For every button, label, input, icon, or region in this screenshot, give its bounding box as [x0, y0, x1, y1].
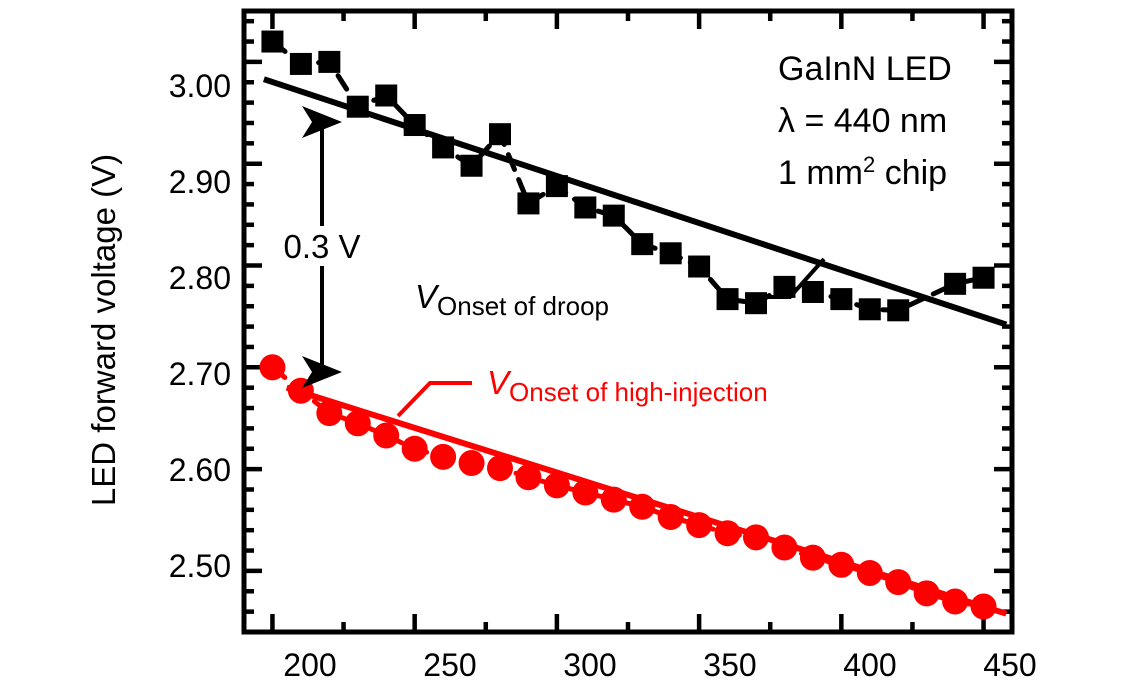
data-point [259, 354, 286, 381]
data-point [686, 512, 713, 539]
data-point [515, 464, 542, 491]
x-tick-label: 350 [703, 647, 756, 683]
droop-label: VOnset of droop [415, 278, 609, 321]
data-point [460, 154, 483, 177]
data-point [572, 479, 599, 506]
data-point [346, 95, 369, 118]
data-point [344, 410, 371, 437]
data-point [489, 123, 511, 146]
chip-area-exponent: 2 [863, 152, 875, 177]
voltage-difference-annotation: 0.3 V [283, 106, 361, 388]
data-point [858, 298, 881, 321]
data-point [714, 520, 741, 547]
data-point [885, 569, 912, 596]
x-tick-label: 200 [283, 647, 336, 683]
y-axis-title: LED forward voltage (V) [85, 154, 122, 506]
droop-label-group: VOnset of droop [415, 257, 826, 321]
data-point [261, 30, 284, 53]
x-tick-label: 450 [983, 647, 1036, 683]
chip-area-unit: chip [875, 154, 947, 192]
sample-info-line-1: GaInN LED [778, 50, 952, 88]
data-point [972, 266, 995, 289]
droop-leader-line [748, 257, 826, 299]
data-point [432, 136, 455, 159]
series-onset-of-high-injection [259, 354, 997, 620]
data-point [289, 52, 312, 75]
droop-subscript: Onset of droop [437, 291, 609, 321]
sample-info-block: GaInN LED λ = 440 nm 1 mm2 chip [778, 50, 952, 192]
data-point [659, 242, 682, 265]
data-point [944, 272, 967, 295]
high-injection-symbol: V [487, 364, 512, 401]
axis-ticks [244, 11, 1012, 635]
data-point [887, 299, 910, 322]
series-onset-of-droop [261, 30, 995, 322]
data-point [743, 524, 769, 551]
data-point [430, 443, 457, 470]
x-tick-label: 400 [843, 647, 896, 683]
data-point [942, 588, 969, 615]
data-point [716, 288, 739, 311]
data-point [773, 275, 796, 298]
data-point [543, 472, 570, 499]
y-tick-label: 2.50 [169, 548, 231, 584]
data-point [631, 233, 654, 256]
arrow-label: 0.3 V [283, 228, 360, 265]
data-point [375, 84, 398, 107]
data-point [316, 400, 343, 427]
droop-symbol: V [415, 278, 440, 315]
data-point [970, 593, 997, 620]
y-tick-label: 2.90 [169, 164, 231, 200]
y-tick-labels: 2.50 2.60 2.70 2.80 2.90 3.00 [169, 68, 231, 584]
y-tick-label: 2.80 [169, 260, 231, 296]
data-point [401, 435, 428, 462]
data-point [287, 377, 314, 404]
data-point [688, 255, 711, 278]
y-tick-label: 2.60 [169, 452, 231, 488]
data-point [403, 114, 426, 137]
data-point [574, 196, 597, 219]
high-injection-label-group: VOnset of high-injection [396, 364, 768, 418]
high-injection-subscript: Onset of high-injection [509, 377, 768, 407]
droop-fit-line [262, 76, 1008, 328]
x-tick-labels: 200 250 300 350 400 450 [283, 647, 1036, 683]
chip-area-value: 1 mm [778, 154, 863, 192]
data-point [318, 50, 341, 73]
data-point [913, 580, 940, 607]
sample-info-line-3: 1 mm2 chip [778, 152, 947, 193]
data-point [487, 455, 513, 482]
data-point [657, 503, 684, 530]
x-tick-label: 250 [423, 647, 476, 683]
sample-info-line-2: λ = 440 nm [778, 102, 947, 140]
data-point [771, 534, 798, 561]
x-tick-label: 300 [563, 647, 616, 683]
data-point [830, 288, 853, 311]
y-tick-label: 3.00 [169, 68, 231, 104]
data-point [856, 559, 883, 586]
data-point [801, 280, 824, 303]
data-point [600, 486, 627, 513]
data-point [373, 422, 400, 449]
data-point [545, 175, 568, 198]
y-tick-label: 2.70 [169, 356, 231, 392]
data-point [799, 544, 826, 571]
data-point [517, 192, 540, 215]
high-injection-label: VOnset of high-injection [487, 364, 768, 407]
data-point [458, 450, 485, 477]
data-point [828, 551, 855, 578]
data-point [602, 204, 625, 227]
high-injection-leader-line [396, 381, 472, 418]
data-point [629, 493, 656, 520]
